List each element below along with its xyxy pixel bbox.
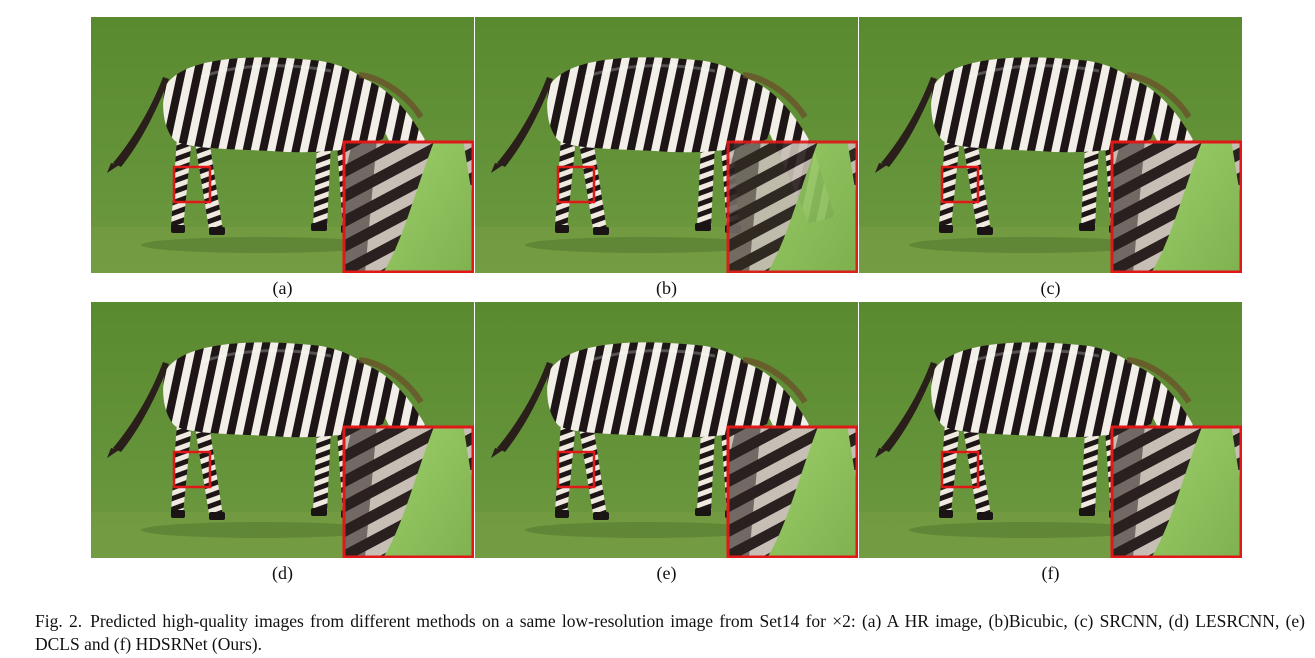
panel-b-image [475,17,858,273]
panel-d-label: (d) [272,563,293,583]
zoom-region-box-icon [940,450,980,489]
panel-f-image [859,302,1242,558]
figure-number: Fig. 2. [35,611,83,631]
panel-d-image [91,302,474,558]
zoom-region-box-icon [556,165,596,204]
panel-f-label: (f) [1041,563,1060,583]
zoom-region-box-icon [940,165,980,204]
magnified-crop-icon [343,139,473,273]
magnified-crop-icon [1111,424,1241,558]
zoom-region-box-icon [556,450,596,489]
panel-a-label: (a) [272,278,293,298]
panel-e-image [475,302,858,558]
figure-caption: Fig. 2. Predicted high-quality images fro… [35,610,1305,656]
zoom-region-box-icon [172,450,212,489]
panel-c-label: (c) [1040,278,1061,298]
panel-a-image [91,17,474,273]
magnified-crop-icon [727,424,857,558]
panel-b-label: (b) [656,278,677,298]
panel-c-image [859,17,1242,273]
magnified-crop-icon [1111,139,1241,273]
magnified-crop-icon [727,139,857,273]
panel-e-label: (e) [656,563,677,583]
figure-caption-text: Predicted high-quality images from diffe… [35,611,1305,654]
zoom-region-box-icon [172,165,212,204]
magnified-crop-icon [343,424,473,558]
